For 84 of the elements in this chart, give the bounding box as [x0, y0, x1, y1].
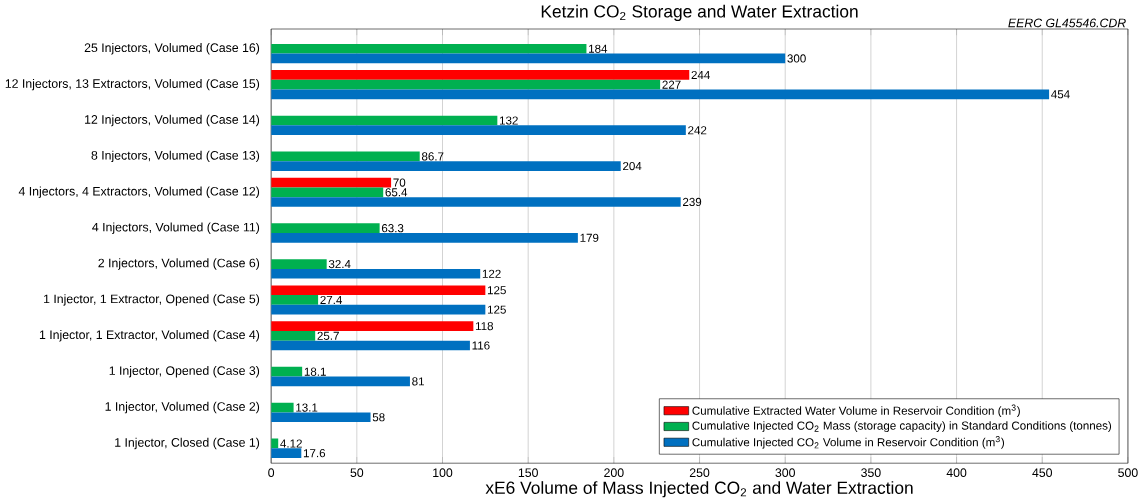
x-tick-label: 250 — [689, 468, 710, 477]
data-label: 25.7 — [317, 331, 339, 340]
bar — [271, 177, 392, 188]
data-label: 244 — [691, 70, 710, 79]
bar — [271, 89, 1050, 100]
x-tick-label: 450 — [1032, 468, 1053, 477]
x-tick-label: 500 — [1118, 468, 1138, 477]
data-label: 70 — [393, 178, 406, 187]
bar — [271, 330, 316, 341]
x-tick-label: 150 — [518, 468, 538, 477]
data-label: 227 — [662, 80, 681, 89]
bar — [271, 197, 681, 207]
legend-label: Cumulative Injected CO$_{2}$ Mass (storage capacity) in Standard Conditions (tonnes) — [692, 421, 1112, 432]
bar — [271, 187, 384, 198]
text: EERC GL45546.CDR — [1008, 18, 1126, 28]
bar — [271, 161, 621, 171]
y-tick-label: 12 Injectors, 13 Extractors, Volumed (Case 15) — [5, 78, 260, 91]
data-label: 242 — [688, 126, 707, 135]
bar — [271, 402, 294, 413]
data-label: 65.4 — [385, 188, 408, 197]
data-label: 32.4 — [328, 259, 351, 269]
y-tick-label: 1 Injector, 1 Extractor, Opened (Case 5) — [44, 294, 260, 306]
bar — [271, 70, 690, 80]
x-axis-title: xE6 Volume of Mass Injected CO$_{2}$ and Water Extraction — [485, 481, 913, 498]
y-tick-label: 2 Injectors, Volumed (Case 6) — [98, 258, 260, 270]
bar — [271, 268, 481, 279]
y-tick-label: 4 Injectors, 4 Extractors, Volumed (Case 12) — [18, 186, 260, 198]
data-label: 204 — [623, 161, 642, 171]
bar — [271, 151, 420, 162]
bar — [271, 232, 578, 243]
data-label: 81 — [412, 377, 424, 386]
y-tick-label: 12 Injectors, Volumed (Case 14) — [85, 114, 260, 127]
data-label: 125 — [487, 286, 506, 295]
y-tick-label: 8 Injectors, Volumed (Case 13) — [91, 150, 260, 163]
y-tick-label: 4 Injectors, Volumed (Case 11) — [92, 222, 260, 234]
bar — [271, 53, 786, 64]
y-tick-label: 1 Injector, Closed (Case 1) — [115, 437, 260, 450]
x-tick-label: 350 — [861, 468, 881, 477]
bar — [271, 448, 302, 458]
data-label: 63.3 — [381, 223, 404, 233]
data-label: 17.6 — [303, 448, 326, 458]
bar — [271, 376, 410, 387]
data-label: 132 — [499, 116, 518, 125]
data-label: 239 — [683, 197, 702, 206]
x-tick-label: 200 — [604, 468, 624, 477]
legend-label: Cumulative Injected CO$_{2}$ Volume in Reservoir Condition (m$^{3}$) — [692, 436, 1005, 449]
bar — [271, 340, 470, 351]
x-tick-label: 300 — [775, 468, 795, 477]
data-label: 118 — [475, 321, 494, 331]
bar — [271, 259, 327, 269]
bar — [271, 295, 319, 305]
bar — [271, 366, 303, 377]
data-label: 125 — [487, 305, 506, 314]
legend-label: Cumulative Extracted Water Volume in Reservoir Condition (m$^{3}$) — [692, 404, 1020, 418]
data-label: 179 — [580, 233, 599, 242]
x-tick-label: 0 — [268, 468, 275, 477]
bar — [271, 285, 486, 296]
data-label: 58 — [372, 413, 385, 422]
data-label: 300 — [787, 54, 806, 63]
bar — [271, 79, 661, 90]
bar — [271, 125, 686, 135]
bar — [271, 43, 587, 54]
data-label: 454 — [1051, 90, 1070, 99]
x-tick-label: 50 — [350, 468, 364, 477]
x-tick-label: 100 — [433, 468, 453, 477]
y-tick-label: 1 Injector, Volumed (Case 2) — [105, 401, 260, 414]
data-label: 13.1 — [296, 403, 318, 412]
data-label: 86.7 — [421, 152, 444, 161]
y-tick-label: 25 Injectors, Volumed (Case 16) — [84, 42, 260, 55]
bar — [271, 223, 380, 233]
data-label: 18.1 — [304, 367, 326, 376]
bar — [271, 412, 371, 423]
data-label: 4.12 — [280, 439, 302, 448]
data-label: 184 — [589, 44, 608, 53]
data-label: 27.4 — [320, 295, 343, 304]
y-tick-label: 1 Injector, 1 Extractor, Volumed (Case 4) — [39, 329, 260, 342]
y-tick-label: 1 Injector, Opened (Case 3) — [109, 365, 260, 378]
chart-title: Ketzin CO$_{2}$ Storage and Water Extraction — [541, 4, 858, 21]
bar — [271, 115, 498, 126]
x-tick-label: 400 — [946, 468, 967, 477]
data-label: 122 — [482, 269, 501, 278]
bar — [271, 304, 486, 315]
data-label: 116 — [472, 341, 490, 350]
bar — [271, 321, 474, 331]
